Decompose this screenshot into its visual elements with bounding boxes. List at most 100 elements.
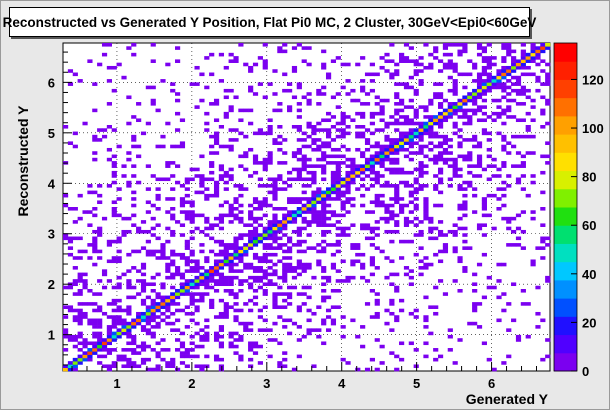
heatmap-cell [306, 170, 312, 175]
heatmap-cell [408, 311, 414, 316]
heatmap-cell [457, 115, 463, 119]
heatmap-cell [97, 308, 103, 313]
y-tick-label: 6 [48, 75, 55, 90]
heatmap-cell [121, 325, 127, 329]
heatmap-cell [72, 144, 78, 149]
heatmap-cell [72, 256, 78, 260]
heatmap-cell [233, 308, 239, 313]
heatmap-cell [67, 367, 74, 372]
heatmap-cell [530, 180, 536, 185]
heatmap-cell [136, 118, 142, 123]
heatmap-cell [92, 348, 98, 352]
heatmap-cell [252, 154, 259, 159]
heatmap-cell [306, 308, 312, 313]
heatmap-cell [345, 180, 351, 185]
heatmap-cell [501, 144, 507, 149]
heatmap-cell [452, 161, 458, 165]
heatmap-cell [481, 72, 487, 77]
heatmap-cell [131, 325, 137, 329]
heatmap-cell [106, 334, 112, 339]
heatmap-cell [525, 334, 531, 339]
heatmap-cell [486, 115, 492, 119]
heatmap-cell [457, 338, 463, 342]
heatmap-cell [364, 164, 371, 168]
heatmap-cell [481, 56, 487, 60]
heatmap-cell [525, 111, 531, 116]
heatmap-cell [511, 98, 517, 103]
heatmap-cell [175, 269, 181, 273]
heatmap-cell [238, 249, 244, 254]
heatmap-cell [486, 75, 492, 80]
heatmap-cell [87, 357, 93, 362]
heatmap-cell [131, 341, 137, 346]
heatmap-cell [462, 43, 468, 47]
heatmap-cell [413, 252, 419, 257]
heatmap-cell [433, 161, 439, 165]
heatmap-cell [136, 318, 142, 323]
heatmap-cell [257, 82, 263, 86]
heatmap-cell [72, 220, 78, 224]
heatmap-cell [316, 121, 322, 126]
heatmap-cell [272, 252, 278, 257]
heatmap-cell [335, 134, 341, 139]
heatmap-cell [184, 180, 190, 185]
heatmap-cell [248, 275, 254, 280]
heatmap-cell [228, 344, 234, 349]
heatmap-cell [218, 52, 225, 57]
heatmap-cell [92, 344, 98, 349]
palette-band [554, 298, 577, 317]
heatmap-cell [131, 190, 137, 195]
heatmap-cell [67, 246, 74, 250]
heatmap-cell [282, 298, 288, 303]
heatmap-cell [374, 72, 380, 77]
heatmap-cell [175, 128, 181, 132]
heatmap-cell [394, 318, 400, 323]
heatmap-cell [437, 229, 444, 234]
heatmap-cell [369, 131, 375, 136]
heatmap-cell [491, 285, 497, 290]
heatmap-cell [321, 144, 327, 149]
heatmap-cell [525, 65, 531, 70]
heatmap-cell [350, 98, 356, 103]
heatmap-cell [340, 233, 346, 237]
heatmap-cell [204, 187, 210, 191]
heatmap-cell [515, 334, 522, 339]
heatmap-cell [175, 338, 181, 342]
heatmap-cell [116, 315, 122, 319]
heatmap-cell [423, 315, 429, 319]
heatmap-cell [491, 56, 497, 60]
heatmap-cell [364, 138, 371, 142]
heatmap-cell [165, 364, 171, 369]
palette-band [554, 170, 577, 190]
heatmap-cell [306, 318, 312, 323]
heatmap-cell [218, 213, 225, 218]
heatmap-cell [394, 367, 400, 372]
heatmap-cell [106, 367, 112, 372]
heatmap-cell [184, 216, 190, 221]
heatmap-cell [545, 161, 551, 165]
heatmap-cell [189, 236, 195, 241]
heatmap-cell [287, 108, 293, 113]
heatmap-cell [189, 302, 195, 306]
heatmap-cell [325, 223, 332, 227]
heatmap-cell [345, 279, 351, 283]
heatmap-cell [296, 82, 302, 86]
heatmap-cell [476, 161, 483, 165]
x-tick-label: 3 [263, 376, 270, 391]
heatmap-cell [67, 285, 74, 290]
heatmap-cell [272, 216, 278, 221]
heatmap-cell [101, 128, 108, 132]
heatmap-cell [540, 111, 546, 116]
heatmap-cell [535, 88, 541, 93]
heatmap-cell [306, 295, 312, 300]
heatmap-cell [423, 207, 429, 211]
heatmap-cell [77, 321, 83, 326]
heatmap-cell [374, 177, 380, 182]
heatmap-cell [209, 275, 215, 280]
heatmap-cell [481, 65, 487, 70]
heatmap-cell [233, 95, 239, 100]
heatmap-cell [257, 308, 263, 313]
heatmap-cell [525, 56, 531, 60]
heatmap-cell [452, 157, 458, 162]
heatmap-cell [252, 161, 259, 165]
